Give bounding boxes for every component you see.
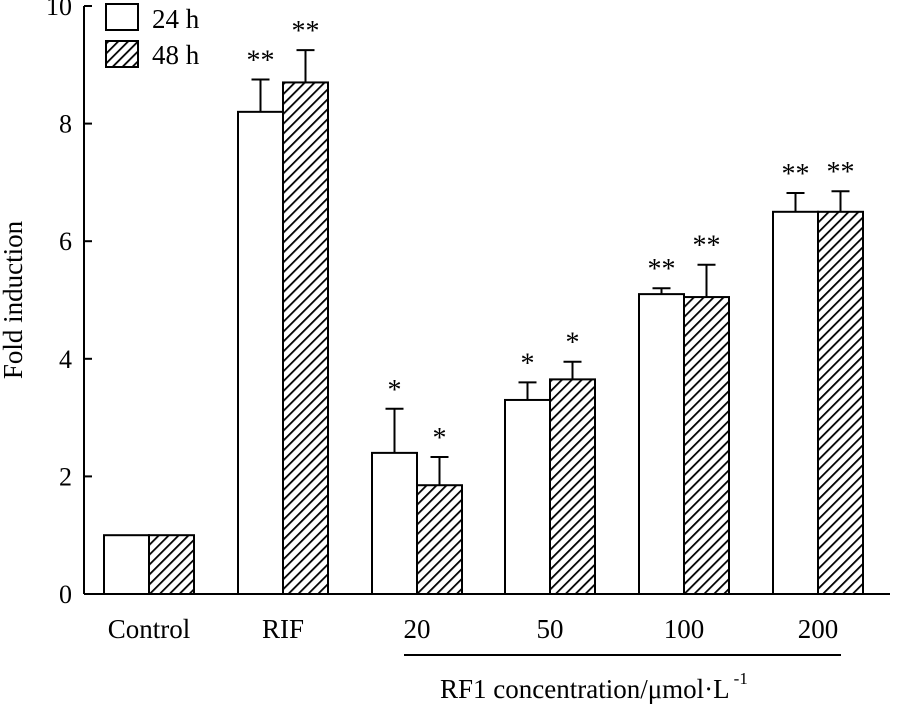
bar-open-Control bbox=[103, 534, 150, 596]
y-tick-label-4: 4 bbox=[59, 345, 72, 374]
legend: 24 h 48 h bbox=[105, 3, 200, 70]
significance-hatched-100: ** bbox=[693, 231, 721, 262]
y-tick-label-2: 2 bbox=[59, 462, 72, 491]
significance-open-100: ** bbox=[648, 254, 676, 285]
bars-group: ************** ** bbox=[103, 16, 864, 596]
legend-swatch-48h bbox=[105, 40, 139, 68]
bar-hatched-200 bbox=[817, 210, 864, 596]
category-label-100: 100 bbox=[664, 614, 705, 644]
legend-swatch-24h bbox=[105, 3, 139, 31]
bar-open-50 bbox=[504, 398, 551, 595]
category-label-Control: Control bbox=[108, 614, 191, 644]
x-axis-label-main: RF1 concentration/μmol·L bbox=[440, 674, 730, 704]
bar-hatched-RIF bbox=[282, 81, 329, 595]
category-label-50: 50 bbox=[537, 614, 564, 644]
bar-hatched-50 bbox=[549, 378, 596, 595]
category-labels: Control RIF 20 50 100 200 bbox=[108, 614, 839, 644]
category-label-200: 200 bbox=[798, 614, 839, 644]
significance-open-50: * bbox=[521, 348, 535, 379]
significance-hatched-200: ** bbox=[827, 157, 855, 188]
x-axis-label: RF1 concentration/μmol·L -1 bbox=[440, 669, 748, 704]
bar-open-100 bbox=[638, 293, 685, 595]
legend-label-48h: 48 h bbox=[152, 40, 200, 70]
significance-open-200: ** bbox=[782, 159, 810, 190]
bar-open-RIF bbox=[237, 110, 284, 595]
y-tick-label-0: 0 bbox=[59, 580, 72, 609]
y-tick-label-10: 10 bbox=[46, 0, 72, 21]
category-label-20: 20 bbox=[404, 614, 431, 644]
bar-open-200 bbox=[772, 210, 819, 596]
y-ticks: 0 2 4 6 8 10 bbox=[46, 0, 92, 609]
bar-hatched-Control bbox=[148, 534, 195, 596]
significance-open-RIF: ** bbox=[247, 46, 275, 77]
y-axis-label: Fold induction bbox=[0, 220, 28, 379]
significance-hatched-RIF: ** bbox=[292, 16, 320, 47]
legend-label-24h: 24 h bbox=[152, 4, 200, 34]
category-label-RIF: RIF bbox=[262, 614, 304, 644]
x-axis-label-superscript: -1 bbox=[734, 669, 748, 688]
significance-hatched-20: * bbox=[433, 423, 447, 454]
y-tick-label-6: 6 bbox=[59, 227, 72, 256]
bar-hatched-100 bbox=[683, 296, 730, 595]
bar-open-20 bbox=[371, 451, 418, 595]
y-tick-label-8: 8 bbox=[59, 110, 72, 139]
significance-open-20: * bbox=[388, 375, 402, 406]
significance-hatched-50: * bbox=[566, 328, 580, 359]
bar-hatched-20 bbox=[416, 484, 463, 595]
